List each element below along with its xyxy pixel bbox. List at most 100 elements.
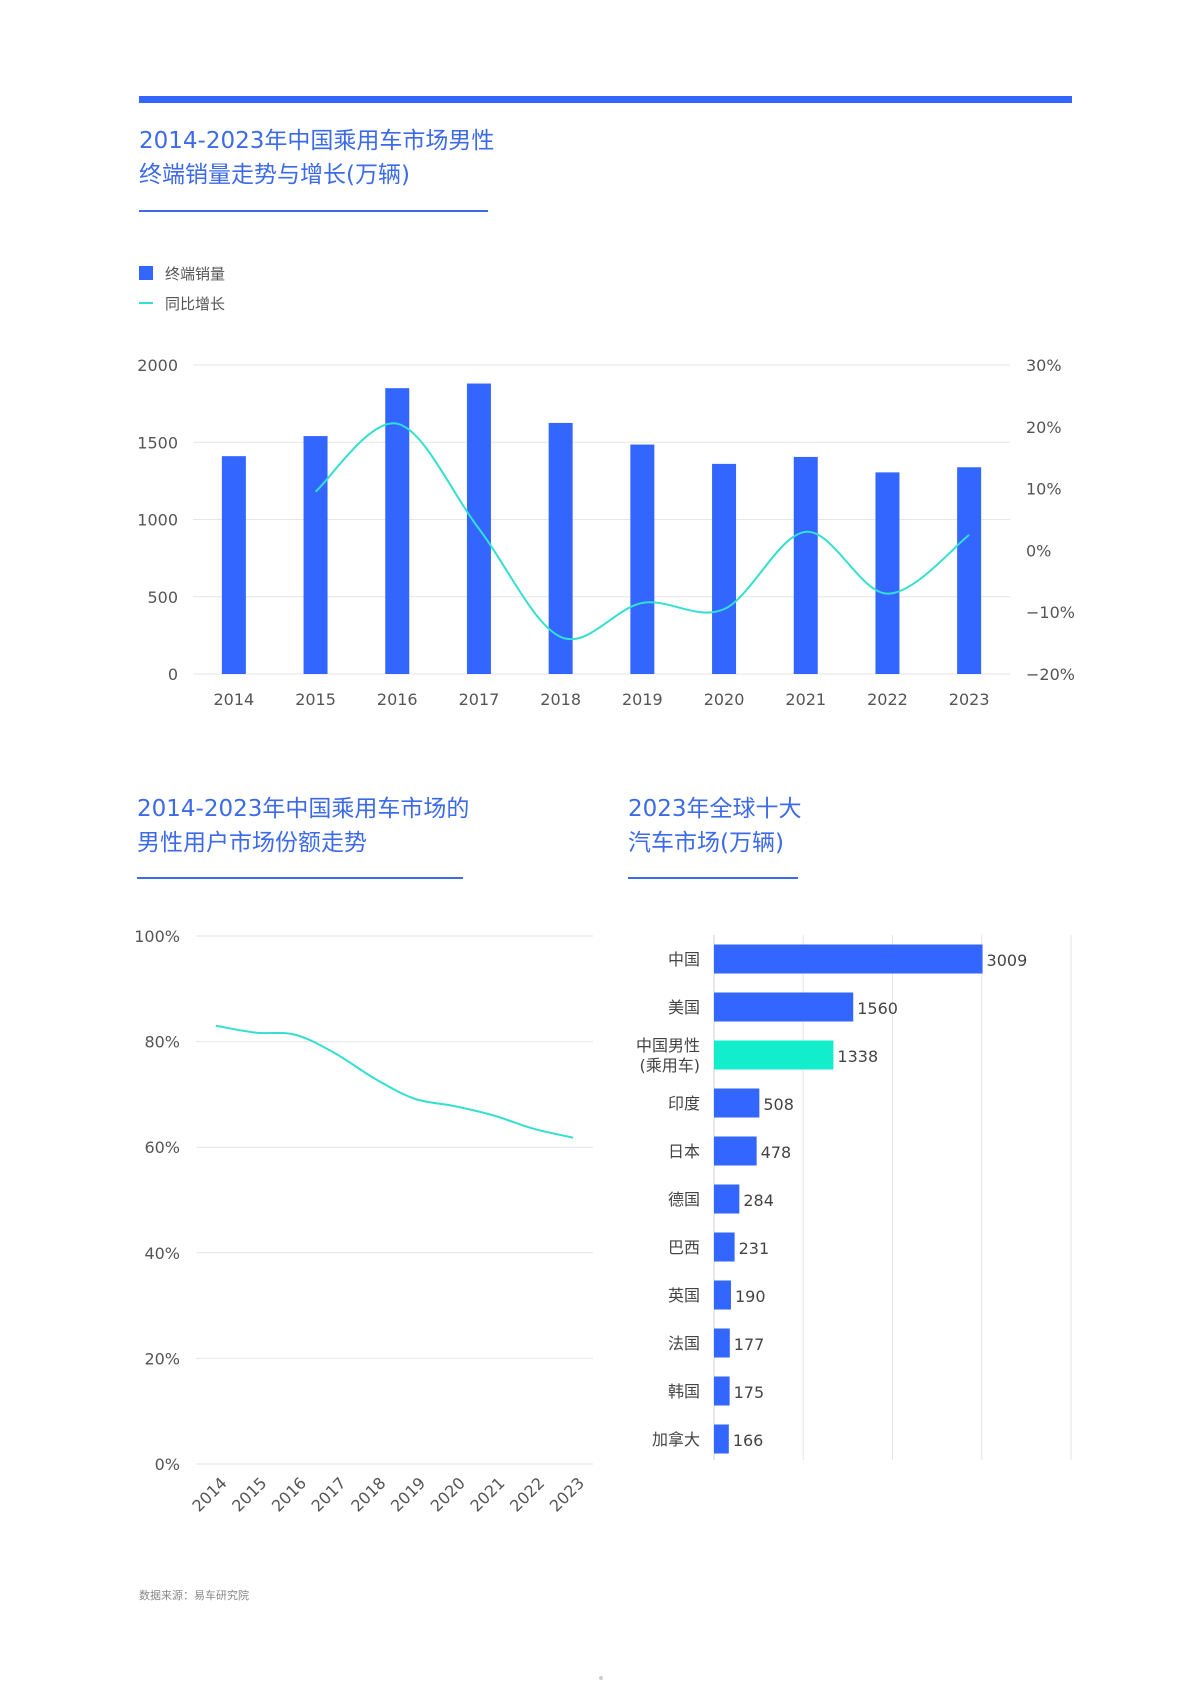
y2-tick-label: 20% (1026, 418, 1062, 437)
bar-market-9 (714, 1376, 730, 1406)
y2-tick-label: 0% (1026, 541, 1051, 560)
y-tick-label: 80% (144, 1033, 180, 1052)
y-category-label: 中国男性 (636, 1036, 700, 1055)
legend-item-growth: 同比增长 (139, 288, 225, 318)
y-category-label: 美国 (668, 998, 700, 1017)
y-category-label: 英国 (668, 1286, 700, 1305)
y-category-label: 日本 (668, 1142, 700, 1161)
chart3-title-line1: 2023年全球十大 (628, 796, 802, 822)
y-tick-label: 1000 (137, 511, 178, 530)
x-tick-label: 2017 (308, 1473, 350, 1515)
bar-value-label: 177 (734, 1335, 765, 1354)
bar-value-label: 175 (734, 1383, 765, 1402)
bar-market-1 (714, 992, 854, 1022)
y-category-label: 中国 (668, 950, 700, 969)
top-accent-rule (139, 96, 1072, 103)
y2-tick-label: 30% (1026, 356, 1062, 375)
legend-bar-label: 终端销量 (165, 264, 226, 283)
legend-line-label: 同比增长 (165, 294, 226, 313)
chart1-legend: 终端销量 同比增长 (139, 258, 225, 318)
x-tick-label: 2022 (867, 690, 908, 709)
y-category-label: (乘用车) (640, 1056, 701, 1075)
x-tick-label: 2022 (506, 1473, 548, 1515)
bar-market-0 (714, 944, 983, 974)
x-tick-label: 2021 (466, 1473, 508, 1515)
x-tick-label: 2016 (377, 690, 418, 709)
legend-line-swatch (139, 302, 153, 304)
y-tick-label: 60% (144, 1138, 180, 1157)
y-tick-label: 40% (144, 1244, 180, 1263)
y2-tick-label: 10% (1026, 480, 1062, 499)
y2-tick-label: −20% (1026, 665, 1075, 684)
male-share-line (215, 1024, 574, 1139)
bar-market-7 (714, 1280, 731, 1310)
bar-market-10 (714, 1424, 729, 1454)
bar-market-6 (714, 1232, 735, 1262)
growth-line (314, 422, 970, 641)
data-source: 数据来源：易车研究院 (139, 1589, 249, 1602)
bar-sales-2020 (712, 463, 737, 674)
x-tick-label: 2021 (785, 690, 826, 709)
y-tick-label: 2000 (137, 356, 178, 375)
x-tick-label: 2020 (427, 1473, 469, 1515)
y-category-label: 加拿大 (652, 1430, 700, 1449)
y-tick-label: 0 (168, 665, 178, 684)
chart1-title-line1: 2014-2023年中国乘用车市场男性 (139, 128, 495, 154)
y-tick-label: 500 (147, 588, 178, 607)
bar-value-label: 508 (763, 1095, 794, 1114)
bar-value-label: 284 (743, 1191, 774, 1210)
chart3-title-line2: 汽车市场(万辆) (628, 830, 784, 856)
chart2-title-line2: 男性用户市场份额走势 (137, 830, 367, 856)
y-tick-label: 1500 (137, 433, 178, 452)
bar-value-label: 3009 (987, 951, 1028, 970)
x-tick-label: 2020 (704, 690, 745, 709)
x-tick-label: 2016 (268, 1473, 310, 1515)
bar-sales-2015 (303, 436, 328, 674)
bar-market-3 (714, 1088, 760, 1118)
y-category-label: 巴西 (668, 1238, 700, 1257)
chart3-title: 2023年全球十大 汽车市场(万辆) (628, 792, 802, 860)
legend-item-sales: 终端销量 (139, 258, 225, 288)
bar-sales-2021 (793, 456, 818, 674)
y-tick-label: 100% (134, 927, 180, 946)
bar-market-2 (714, 1040, 834, 1070)
bar-market-8 (714, 1328, 730, 1358)
x-tick-label: 2018 (347, 1473, 389, 1515)
y-category-label: 韩国 (668, 1382, 700, 1401)
bar-value-label: 1338 (837, 1047, 878, 1066)
bar-sales-2014 (221, 456, 246, 674)
page-marker (599, 1676, 603, 1680)
y-tick-label: 0% (155, 1455, 180, 1474)
chart3-title-underline (628, 877, 798, 879)
x-tick-label: 2018 (540, 690, 581, 709)
bar-value-label: 1560 (857, 999, 898, 1018)
chart3-global-top10: 中国 3009 美国 1560 中国男性(乘用车) 1338 印度 508 日本 478 德国 284… (636, 935, 1072, 1460)
bar-value-label: 190 (735, 1287, 766, 1306)
bar-sales-2019 (630, 444, 655, 674)
legend-bar-swatch (139, 266, 153, 280)
y-tick-label: 20% (144, 1349, 180, 1368)
chart2-title: 2014-2023年中国乘用车市场的 男性用户市场份额走势 (137, 792, 469, 860)
x-tick-label: 2019 (622, 690, 663, 709)
x-tick-label: 2023 (546, 1473, 588, 1515)
bar-market-5 (714, 1184, 740, 1214)
bar-value-label: 166 (733, 1431, 764, 1450)
bar-value-label: 478 (761, 1143, 792, 1162)
y-category-label: 法国 (668, 1334, 700, 1353)
chart1-title-underline (139, 210, 488, 212)
chart2-title-underline (137, 877, 463, 879)
bar-sales-2022 (875, 472, 900, 674)
x-tick-label: 2019 (387, 1473, 429, 1515)
x-tick-label: 2017 (459, 690, 500, 709)
bar-value-label: 231 (739, 1239, 770, 1258)
x-tick-label: 2015 (295, 690, 336, 709)
x-tick-label: 2023 (949, 690, 990, 709)
chart1-sales-growth: 0 500 1000 1500 2000 30% 20% 10% 0% −10% −20% 2014 2… (137, 356, 1075, 709)
chart2-male-share: 0%20%40%60%80%100%2014201520162017201820… (134, 927, 593, 1516)
bar-sales-2023 (957, 467, 982, 674)
x-tick-label: 2014 (213, 690, 254, 709)
y-category-label: 德国 (668, 1190, 700, 1209)
bar-market-4 (714, 1136, 757, 1166)
y-category-label: 印度 (668, 1094, 700, 1113)
x-tick-label: 2015 (228, 1473, 270, 1515)
